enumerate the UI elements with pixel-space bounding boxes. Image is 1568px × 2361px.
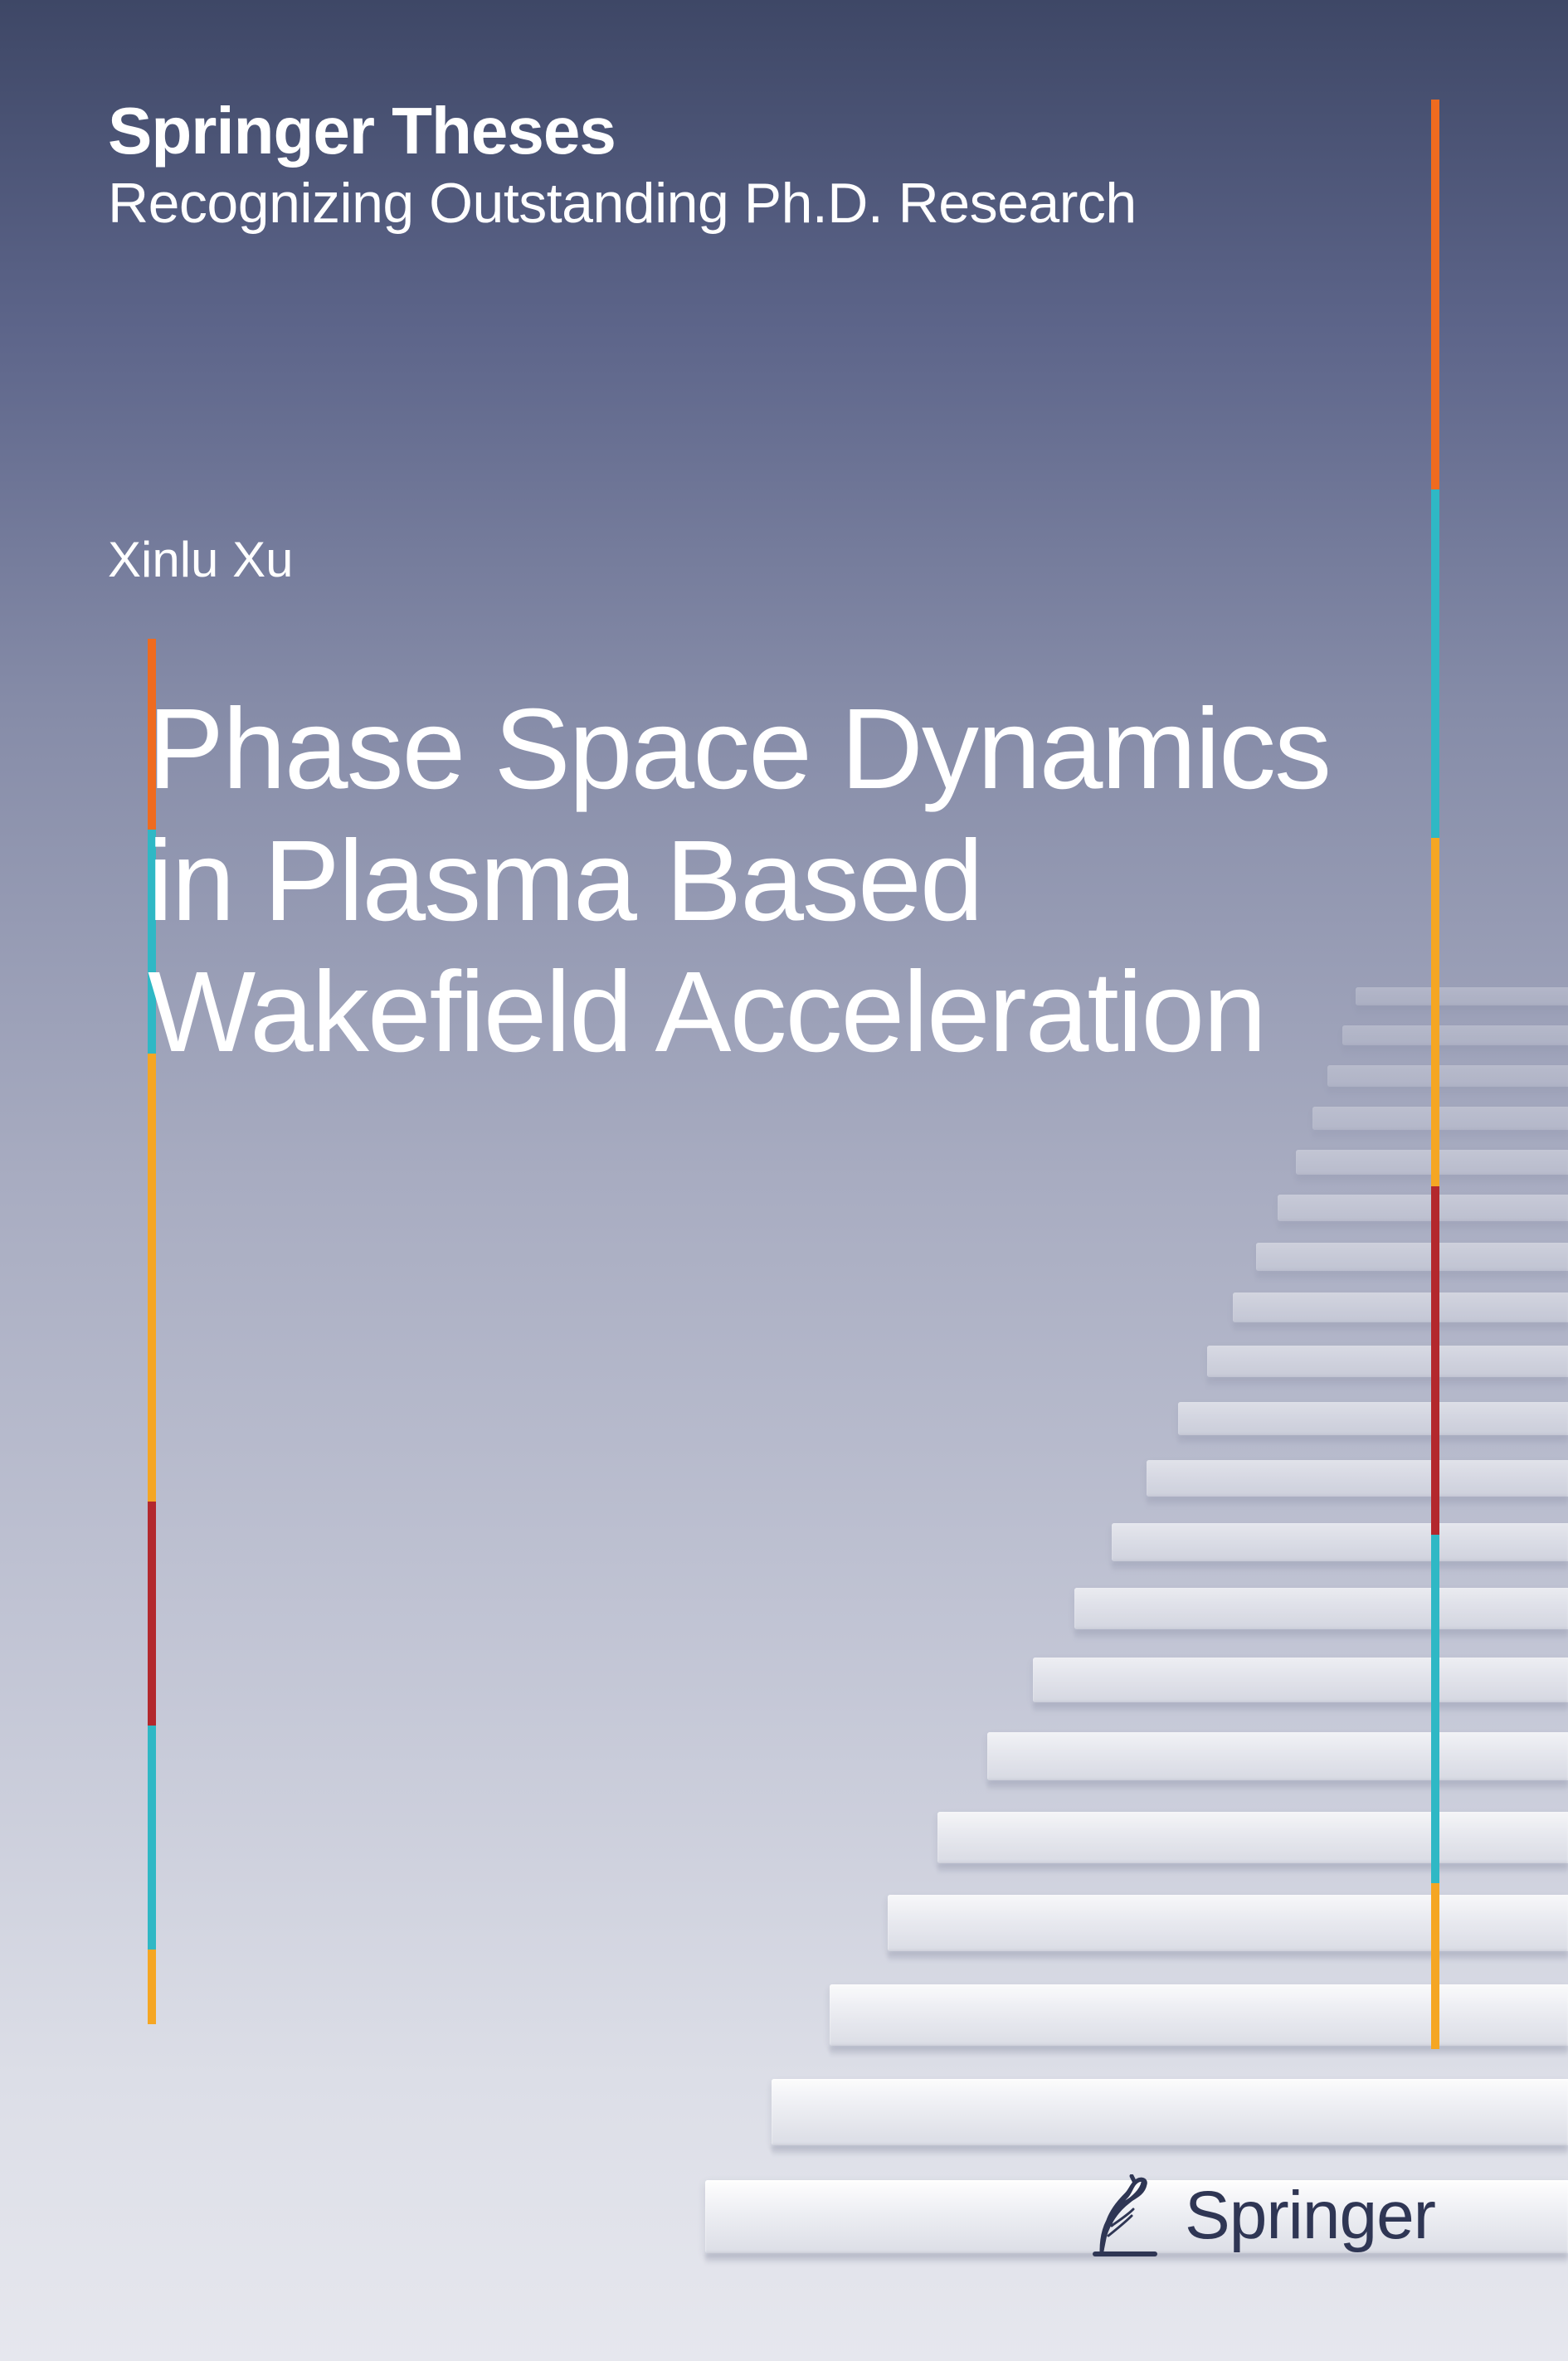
stair-step	[1147, 1460, 1568, 1497]
publisher-name: Springer	[1185, 2177, 1435, 2255]
stair-step	[1178, 1402, 1568, 1435]
stripe-segment	[1431, 100, 1439, 489]
stair-step	[1112, 1523, 1568, 1561]
series-subtitle: Recognizing Outstanding Ph.D. Research	[108, 171, 1137, 236]
stair-step	[888, 1895, 1568, 1951]
stripe-segment	[1431, 1535, 1439, 1883]
stripe-segment	[1431, 838, 1439, 1186]
stair-step	[772, 2079, 1568, 2145]
stripe-segment	[1431, 1186, 1439, 1535]
stripe-segment	[148, 1950, 156, 2024]
stripe-segment	[148, 1726, 156, 1950]
stripe-segment	[148, 1278, 156, 1502]
stripe-segment	[1431, 489, 1439, 838]
stair-step	[1256, 1243, 1568, 1271]
stair-step	[830, 1984, 1568, 2046]
series-header: Springer Theses Recognizing Outstanding …	[108, 98, 1137, 236]
book-title: Phase Space Dynamics in Plasma Based Wak…	[148, 639, 1402, 1078]
stripe-segment	[148, 1054, 156, 1278]
stair-step	[1074, 1588, 1568, 1629]
stripe-segment	[148, 1502, 156, 1726]
publisher-logo: Springer	[1085, 2174, 1435, 2257]
author-name: Xinlu Xu	[108, 531, 293, 588]
stair-step	[1278, 1195, 1568, 1221]
stair-step	[937, 1812, 1568, 1863]
stair-step	[1033, 1658, 1568, 1702]
stripe-segment	[1431, 1883, 1439, 2049]
stair-step	[987, 1732, 1568, 1780]
stair-step	[1207, 1346, 1568, 1377]
stair-step	[1233, 1292, 1568, 1322]
springer-horse-icon	[1085, 2174, 1165, 2257]
series-title: Springer Theses	[108, 98, 1137, 164]
stair-step	[1312, 1107, 1568, 1130]
